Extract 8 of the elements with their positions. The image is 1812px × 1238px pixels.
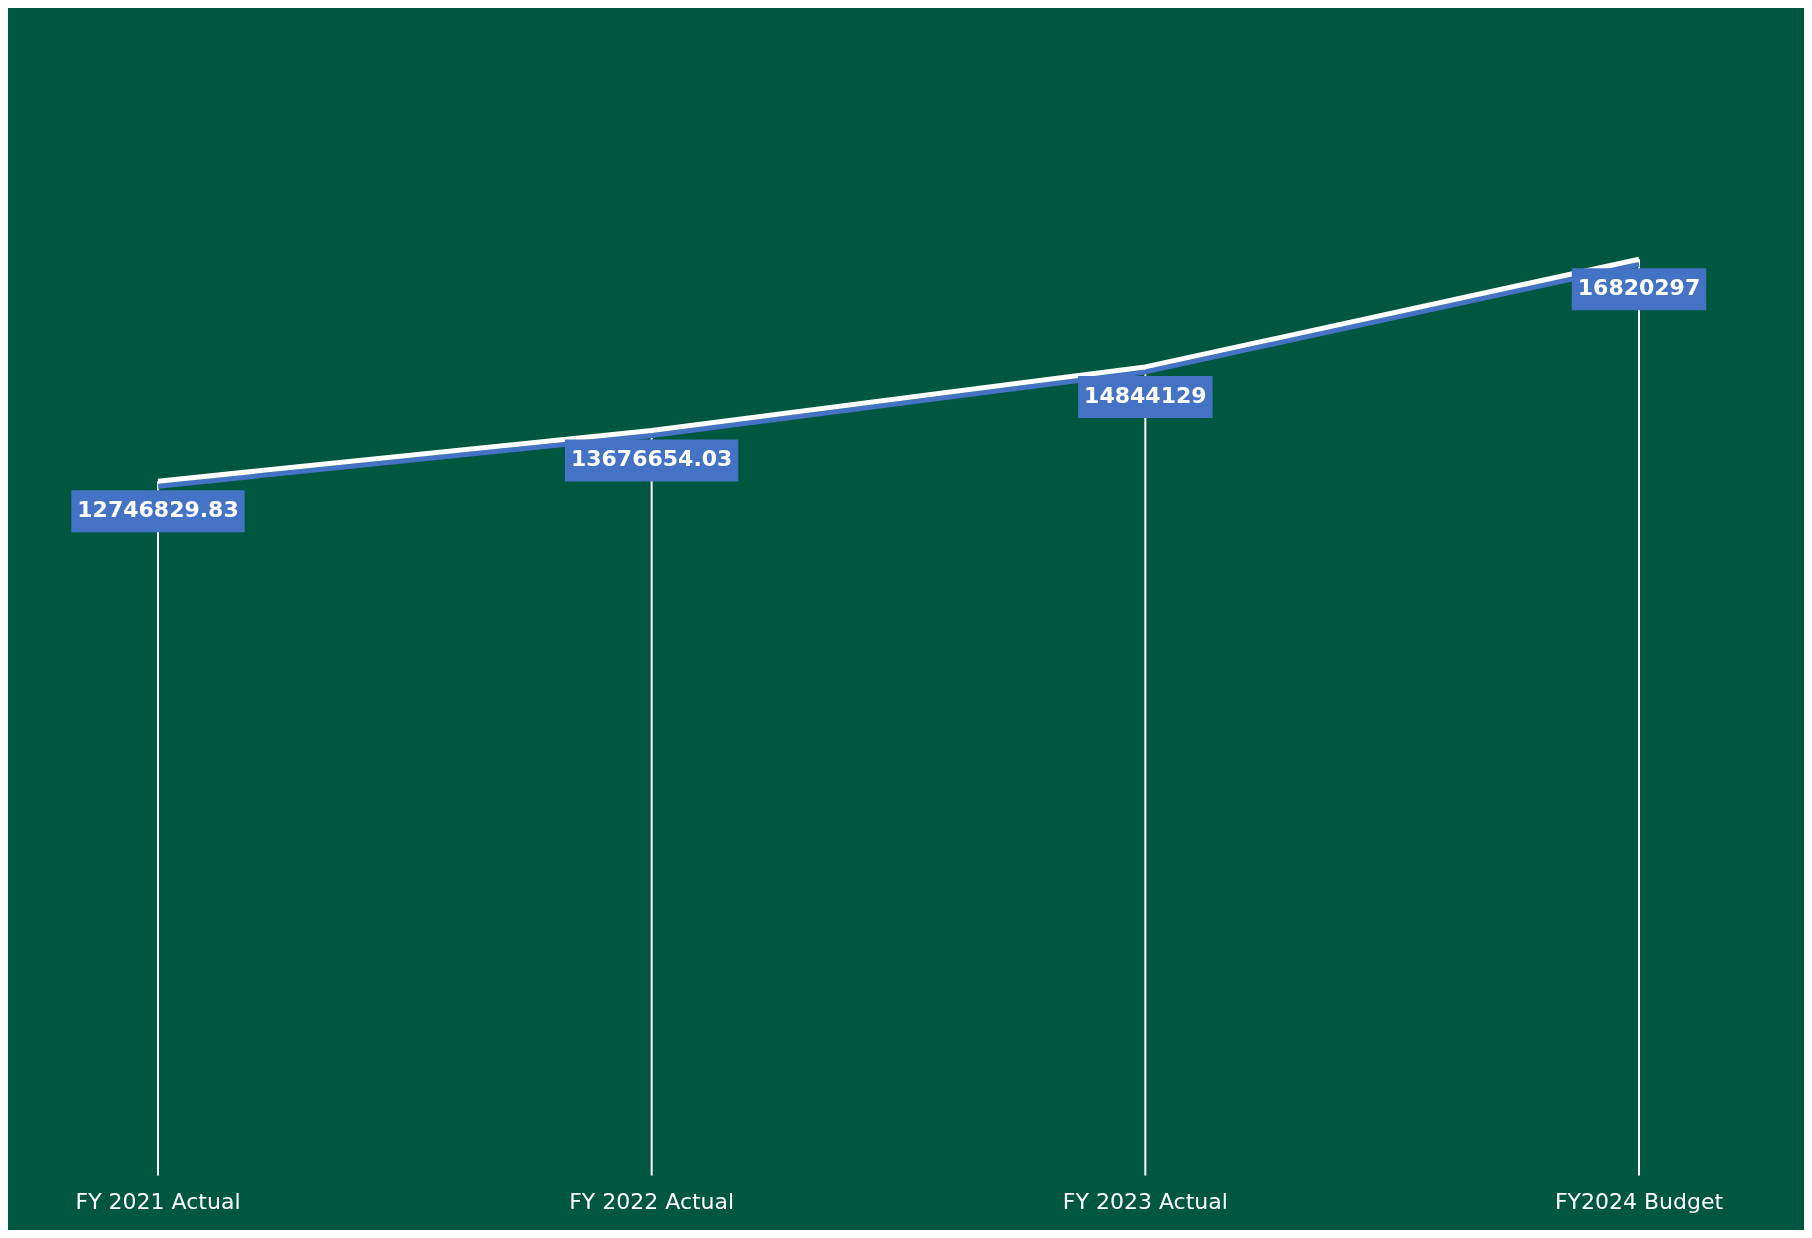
- data-label: 13676654.03: [570, 446, 733, 472]
- x-tick-label: FY2024 Budget: [1554, 1188, 1724, 1214]
- data-label: 14844129: [1084, 382, 1207, 408]
- x-tick-label: FY 2023 Actual: [1062, 1188, 1228, 1214]
- x-tick-label: FY 2021 Actual: [75, 1188, 241, 1214]
- data-label: 12746829.83: [77, 496, 239, 522]
- x-tick-label: FY 2022 Actual: [569, 1188, 735, 1214]
- data-label: 16820297: [1577, 274, 1701, 300]
